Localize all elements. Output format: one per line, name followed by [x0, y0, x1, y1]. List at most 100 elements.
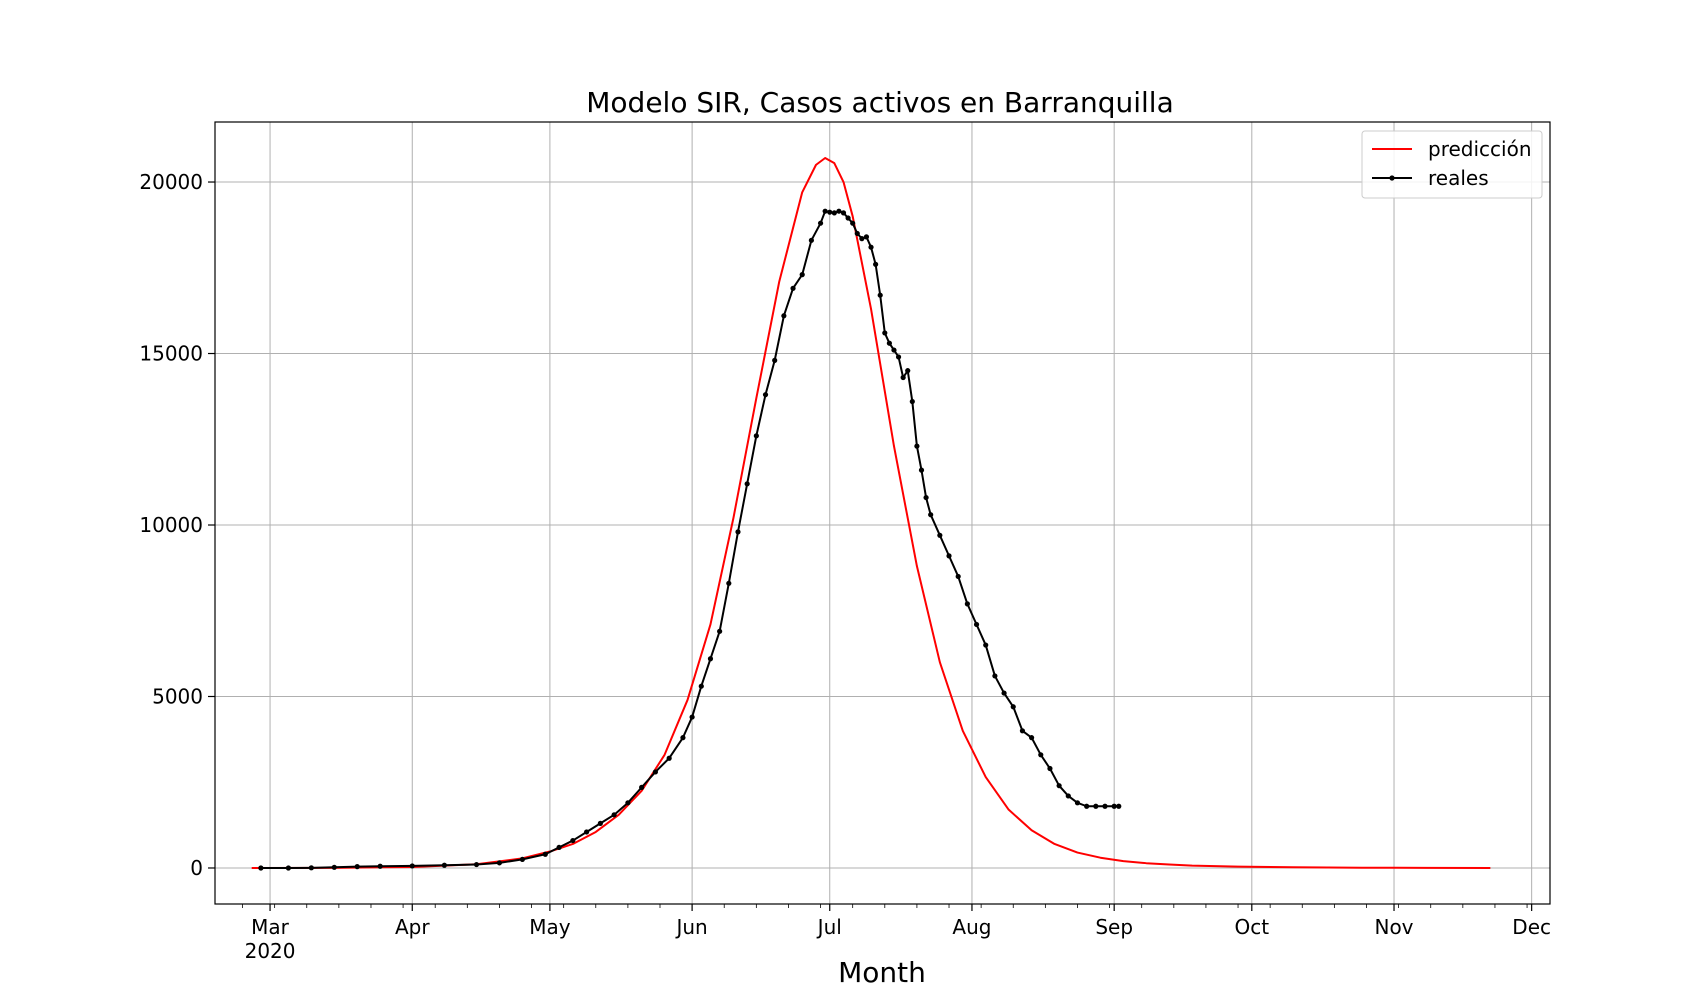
data-point-reales [258, 865, 264, 871]
data-point-reales [1084, 803, 1090, 809]
data-point-reales [473, 861, 480, 868]
data-point-reales [822, 208, 828, 214]
data-point-reales [850, 220, 856, 226]
data-point-reales [726, 580, 732, 586]
x-tick-label: Sep [1095, 915, 1133, 939]
data-point-reales [1102, 803, 1108, 809]
x-tick-label: Apr [395, 915, 430, 939]
legend-marker-reales [1389, 175, 1395, 181]
data-point-reales [923, 494, 929, 501]
x-tick-label: Jul [816, 915, 842, 939]
data-point-reales [946, 553, 952, 559]
data-point-reales [914, 443, 920, 449]
legend-box [1361, 130, 1543, 199]
data-point-reales [868, 244, 874, 250]
data-point-reales [836, 208, 842, 214]
data-point-reales [762, 392, 769, 398]
data-point-reales [308, 865, 314, 871]
x-tick-label: Nov [1374, 915, 1413, 939]
data-point-reales [735, 529, 741, 535]
data-point-reales [570, 837, 576, 844]
series-layer [251, 157, 1491, 871]
data-point-reales [1047, 765, 1053, 772]
data-point-reales [1001, 690, 1007, 696]
data-point-reales [611, 812, 617, 818]
data-point-reales [753, 433, 759, 439]
data-point-reales [556, 844, 562, 851]
data-point-reales [891, 347, 897, 353]
data-point-reales [1093, 803, 1099, 809]
data-point-reales [331, 864, 337, 870]
x-axis-title: Month [838, 956, 926, 989]
data-point-reales [772, 357, 778, 363]
data-point-reales [983, 642, 989, 648]
data-point-reales [817, 220, 824, 226]
data-point-reales [808, 237, 814, 243]
data-point-reales [964, 601, 970, 607]
y-tick-label: 15000 [139, 342, 203, 366]
x-tick-label: Dec [1512, 915, 1551, 939]
data-point-reales [1116, 803, 1122, 809]
data-point-reales [799, 272, 805, 278]
data-point-reales [597, 820, 603, 826]
data-point-reales [863, 234, 870, 240]
data-point-reales [744, 481, 750, 487]
data-point-reales [973, 621, 980, 628]
data-point-reales [859, 236, 865, 242]
data-point-reales [831, 210, 837, 216]
data-point-reales [845, 215, 851, 221]
data-point-reales [377, 863, 383, 869]
data-point-reales [1010, 704, 1016, 710]
y-tick-label: 10000 [139, 513, 203, 537]
data-point-reales [790, 285, 796, 291]
data-point-reales [1019, 728, 1026, 734]
x-tick-label: May [529, 915, 571, 939]
data-point-reales [886, 340, 892, 346]
data-point-reales [519, 856, 525, 863]
data-point-reales [496, 860, 503, 866]
data-point-reales [827, 209, 833, 215]
data-point-reales [689, 714, 695, 720]
data-point-reales [1056, 783, 1062, 789]
data-point-reales [877, 292, 883, 298]
data-point-reales [840, 210, 847, 216]
grid-lines [215, 122, 1550, 904]
data-point-reales [285, 865, 292, 871]
data-point-reales [909, 398, 915, 405]
data-point-reales [1038, 752, 1044, 758]
data-point-reales [1065, 793, 1071, 799]
series-line-prediccion [251, 157, 1491, 869]
data-point-reales [583, 829, 590, 835]
legend: predicción reales [1361, 130, 1543, 199]
data-point-reales [409, 863, 415, 869]
data-point-reales [354, 864, 360, 870]
x-tick-label: Aug [952, 915, 991, 939]
data-point-reales [882, 330, 888, 336]
data-point-reales [895, 354, 902, 360]
legend-label-reales: reales [1428, 166, 1489, 190]
data-point-reales [900, 374, 906, 381]
data-point-reales [639, 784, 645, 790]
plot-area-frame [214, 121, 1551, 905]
data-point-reales [1111, 803, 1117, 809]
data-point-reales [1074, 800, 1081, 806]
data-point-reales [937, 532, 943, 538]
data-point-reales [781, 313, 787, 319]
data-point-reales [707, 656, 714, 662]
data-point-reales [873, 261, 879, 267]
data-point-reales [542, 851, 548, 857]
y-tick-label: 20000 [139, 170, 203, 194]
chart-title: Modelo SIR, Casos activos en Barranquill… [586, 86, 1174, 119]
x-tick-year-label: 2020 [245, 939, 296, 963]
data-point-reales [680, 735, 686, 741]
data-point-reales [955, 573, 961, 580]
y-tick-label: 5000 [152, 684, 203, 708]
data-point-reales [918, 467, 925, 473]
data-point-reales [625, 800, 631, 806]
data-point-reales [992, 673, 998, 679]
data-point-reales [905, 368, 911, 374]
x-tick-label: Oct [1235, 915, 1270, 939]
data-point-reales [652, 769, 659, 775]
